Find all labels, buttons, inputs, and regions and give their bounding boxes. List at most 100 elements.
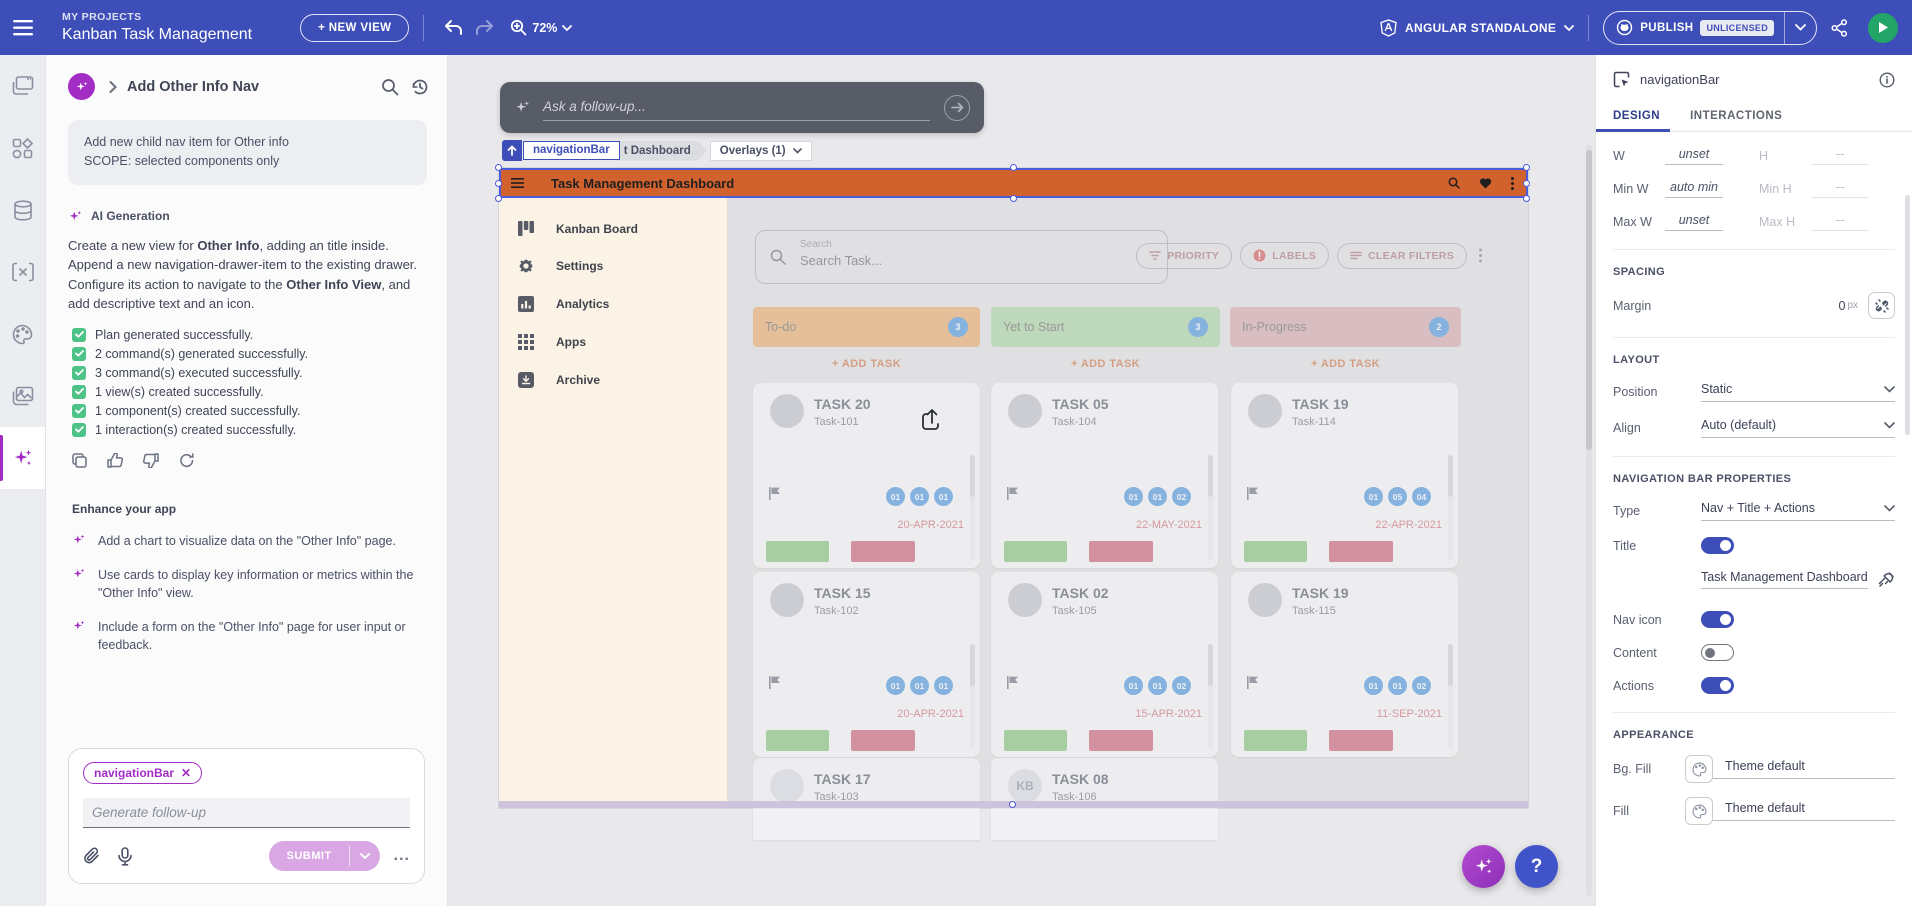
suggestion-item[interactable]: Add a chart to visualize data on the "Ot… xyxy=(72,532,421,550)
selection-handle[interactable] xyxy=(495,180,502,187)
main-menu-icon[interactable] xyxy=(0,19,46,36)
selection-handle[interactable] xyxy=(1523,180,1530,187)
thumbs-up-icon[interactable] xyxy=(107,452,123,468)
task-card[interactable]: TASK 17 Task-103 xyxy=(753,758,980,840)
min-width-input[interactable]: auto min xyxy=(1665,180,1723,198)
app-search-icon[interactable] xyxy=(1448,177,1460,189)
content-toggle[interactable] xyxy=(1701,644,1734,661)
task-card[interactable]: TASK 19 Task-115 01 01 02 11-SEP-2021 xyxy=(1231,572,1458,757)
align-select[interactable]: Auto (default) xyxy=(1701,418,1895,438)
add-task-button[interactable]: + ADD TASK xyxy=(831,358,902,370)
ai-fab-button[interactable] xyxy=(1462,845,1505,888)
chip-remove-icon[interactable]: ✕ xyxy=(181,766,192,780)
min-height-input[interactable]: -- xyxy=(1811,180,1869,198)
selection-handle[interactable] xyxy=(1009,801,1016,808)
app-navigation-bar[interactable]: Task Management Dashboard xyxy=(499,168,1528,198)
submit-button[interactable]: SUBMIT xyxy=(286,850,332,862)
selection-handle[interactable] xyxy=(495,164,502,171)
more-options-button[interactable]: ... xyxy=(393,847,410,864)
column-header-yet-to-start[interactable]: Yet to Start 3 xyxy=(991,307,1220,347)
max-width-input[interactable]: unset xyxy=(1665,213,1723,231)
priority-filter-button[interactable]: PRIORITY xyxy=(1136,242,1233,269)
max-height-input[interactable]: -- xyxy=(1811,213,1869,231)
labels-filter-button[interactable]: LABELS xyxy=(1240,242,1330,269)
redo-icon[interactable] xyxy=(469,13,500,42)
drawer-item-kanban-board[interactable]: Kanban Board xyxy=(499,210,727,247)
attach-icon[interactable] xyxy=(83,847,100,865)
suggestion-item[interactable]: Use cards to display key information or … xyxy=(72,566,421,602)
collapse-chevron-icon[interactable] xyxy=(109,80,117,93)
submit-options-button[interactable] xyxy=(350,841,380,871)
rail-item-views[interactable] xyxy=(0,55,45,117)
rail-item-code[interactable] xyxy=(0,241,45,303)
fill-value[interactable]: Theme default xyxy=(1713,801,1895,821)
task-search-field[interactable]: Search Search Task... xyxy=(755,230,1168,284)
card-scrollbar[interactable] xyxy=(1448,455,1453,560)
canvas-scrollbar[interactable] xyxy=(1586,145,1592,896)
info-icon[interactable] xyxy=(1879,71,1895,88)
task-card[interactable]: KB TASK 08 Task-106 xyxy=(991,758,1218,840)
breadcrumb[interactable]: MY PROJECTS xyxy=(62,11,142,23)
selection-handle[interactable] xyxy=(1523,164,1530,171)
column-header-todo[interactable]: To-do 3 xyxy=(753,307,980,347)
ask-followup-input[interactable]: Ask a follow-up... xyxy=(543,99,930,121)
zoom-control[interactable]: 72% xyxy=(510,19,573,36)
select-parent-button[interactable] xyxy=(502,140,522,161)
binding-plug-icon[interactable] xyxy=(1878,571,1895,588)
position-select[interactable]: Static xyxy=(1701,382,1895,402)
drawer-item-apps[interactable]: Apps xyxy=(499,323,727,361)
nav-burger-icon[interactable] xyxy=(511,178,524,188)
thumbs-down-icon[interactable] xyxy=(143,453,159,468)
add-task-button[interactable]: + ADD TASK xyxy=(1070,358,1141,370)
board-kebab-icon[interactable] xyxy=(1479,248,1482,263)
design-canvas[interactable]: Ask a follow-up... navigationBar t Dashb… xyxy=(448,55,1595,906)
nav-icon-toggle[interactable] xyxy=(1701,611,1734,628)
help-fab-button[interactable]: ? xyxy=(1515,845,1558,888)
task-card[interactable]: TASK 15 Task-102 01 01 01 20-APR-2021 xyxy=(753,572,980,757)
send-arrow-button[interactable] xyxy=(944,94,970,121)
card-scrollbar[interactable] xyxy=(970,455,975,560)
app-kebab-icon[interactable] xyxy=(1511,176,1514,190)
clear-filters-button[interactable]: CLEAR FILTERS xyxy=(1337,242,1467,269)
selection-handle[interactable] xyxy=(1010,195,1017,202)
rail-item-data[interactable] xyxy=(0,179,45,241)
share-icon[interactable] xyxy=(1825,13,1854,43)
breadcrumb-parent[interactable]: t Dashboard xyxy=(616,141,707,161)
title-value-input[interactable]: Task Management Dashboard xyxy=(1701,570,1868,589)
favorite-heart-icon[interactable] xyxy=(1479,177,1492,189)
type-select[interactable]: Nav + Title + Actions xyxy=(1701,501,1895,521)
bg-fill-value[interactable]: Theme default xyxy=(1713,759,1895,779)
rail-item-ai[interactable] xyxy=(0,427,45,489)
publish-menu-button[interactable] xyxy=(1785,24,1816,31)
add-task-button[interactable]: + ADD TASK xyxy=(1310,358,1381,370)
selection-handle[interactable] xyxy=(495,195,502,202)
width-input[interactable]: unset xyxy=(1665,147,1723,165)
rail-item-components[interactable] xyxy=(0,117,45,179)
actions-toggle[interactable] xyxy=(1701,677,1734,694)
height-input[interactable]: -- xyxy=(1811,147,1869,165)
task-card[interactable]: TASK 05 Task-104 01 01 02 22-MAY-2021 xyxy=(991,383,1218,568)
bg-fill-swatch-button[interactable] xyxy=(1685,755,1713,783)
margin-unlink-button[interactable] xyxy=(1868,292,1895,319)
breadcrumb-overlays[interactable]: Overlays (1) xyxy=(709,140,812,161)
fill-swatch-button[interactable] xyxy=(1685,797,1713,825)
task-card[interactable]: TASK 20 Task-101 01 01 01 20-APR-2021 xyxy=(753,383,980,568)
selection-handle[interactable] xyxy=(1523,195,1530,202)
card-scrollbar[interactable] xyxy=(970,644,975,749)
title-toggle[interactable] xyxy=(1701,537,1734,554)
drawer-item-archive[interactable]: Archive xyxy=(499,361,727,399)
column-header-in-progress[interactable]: In-Progress 2 xyxy=(1230,307,1461,347)
margin-input[interactable]: 0 xyxy=(1838,298,1846,313)
card-scrollbar[interactable] xyxy=(1448,644,1453,749)
framework-selector[interactable]: ANGULAR STANDALONE xyxy=(1380,18,1575,37)
task-card[interactable]: TASK 19 Task-114 01 05 04 22-APR-2021 xyxy=(1231,383,1458,568)
history-icon[interactable] xyxy=(411,78,429,96)
selection-handle[interactable] xyxy=(1010,164,1017,171)
context-chip[interactable]: navigationBar ✕ xyxy=(83,762,203,784)
regenerate-icon[interactable] xyxy=(179,453,195,468)
drawer-item-settings[interactable]: Settings xyxy=(499,247,727,285)
new-view-button[interactable]: + NEW VIEW xyxy=(300,13,410,42)
preview-play-button[interactable] xyxy=(1868,12,1898,43)
app-frame[interactable]: Task Management Dashboard Kanban B xyxy=(495,164,1530,840)
followup-input[interactable]: Generate follow-up xyxy=(83,798,410,828)
